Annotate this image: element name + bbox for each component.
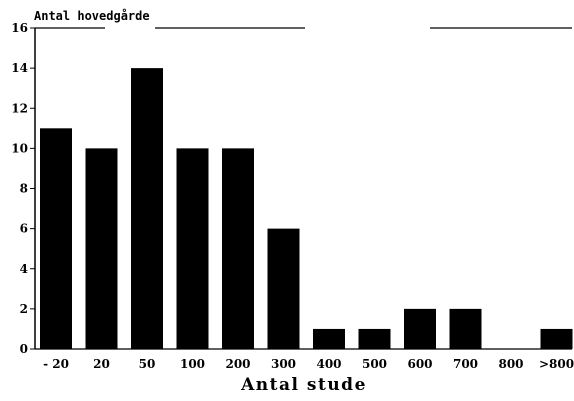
x-tick-label: 800 xyxy=(498,357,523,371)
y-tick-label: 16 xyxy=(11,21,28,35)
y-tick-label: 6 xyxy=(20,222,28,236)
bar xyxy=(176,148,209,349)
x-tick-label: >800 xyxy=(539,357,574,371)
x-tick-label: 500 xyxy=(362,357,387,371)
bar xyxy=(267,228,300,349)
x-tick-label: 200 xyxy=(225,357,250,371)
y-tick-label: 8 xyxy=(20,182,28,196)
bar xyxy=(404,308,436,349)
bars xyxy=(40,68,573,349)
x-tick-label: 300 xyxy=(271,357,296,371)
x-tick-label: 20 xyxy=(93,357,110,371)
x-tick-label: 400 xyxy=(316,357,341,371)
bar xyxy=(358,328,391,349)
x-axis-title: Antal stude xyxy=(240,375,367,395)
x-tick-label: - 20 xyxy=(43,357,69,371)
bar xyxy=(40,128,72,349)
bar xyxy=(449,308,482,349)
y-tick-label: 0 xyxy=(20,342,28,356)
bar xyxy=(313,328,345,349)
bar xyxy=(131,68,163,349)
bar xyxy=(540,328,573,349)
y-axis-ticks: 0 2 4 6 8 10 12 14 16 xyxy=(11,21,35,356)
y-tick-label: 12 xyxy=(11,101,28,115)
x-tick-label: 100 xyxy=(180,357,205,371)
x-tick-label: 600 xyxy=(407,357,432,371)
bar xyxy=(222,148,254,349)
x-tick-label: 50 xyxy=(139,357,156,371)
x-axis-ticks: - 20 20 50 100 200 300 400 500 600 700 800 >800 xyxy=(43,357,574,371)
bar xyxy=(85,148,118,349)
y-tick-label: 2 xyxy=(20,302,28,316)
y-axis-title: Antal hovedgårde xyxy=(34,9,150,23)
y-tick-label: 4 xyxy=(20,262,28,276)
y-tick-label: 10 xyxy=(11,141,28,155)
x-tick-label: 700 xyxy=(453,357,478,371)
y-tick-label: 14 xyxy=(11,61,28,75)
